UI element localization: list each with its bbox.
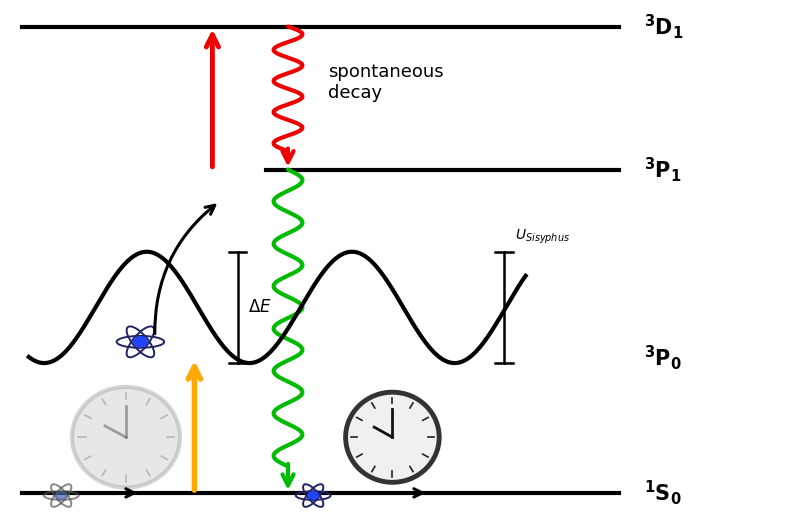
Text: $\mathregular{^3D_1}$: $\mathregular{^3D_1}$: [645, 12, 684, 41]
Text: $\mathregular{^3P_0}$: $\mathregular{^3P_0}$: [645, 343, 682, 372]
Text: $\mathregular{^3P_1}$: $\mathregular{^3P_1}$: [645, 155, 682, 184]
Circle shape: [308, 492, 318, 499]
Text: $\Delta E$: $\Delta E$: [249, 298, 272, 316]
Ellipse shape: [72, 387, 180, 488]
Circle shape: [134, 337, 147, 347]
Ellipse shape: [346, 392, 439, 482]
Text: $U_{Sisyphus}$: $U_{Sisyphus}$: [515, 228, 570, 246]
Circle shape: [56, 492, 66, 499]
Text: spontaneous
decay: spontaneous decay: [328, 63, 443, 102]
Text: $\mathregular{^1S_0}$: $\mathregular{^1S_0}$: [645, 479, 682, 507]
